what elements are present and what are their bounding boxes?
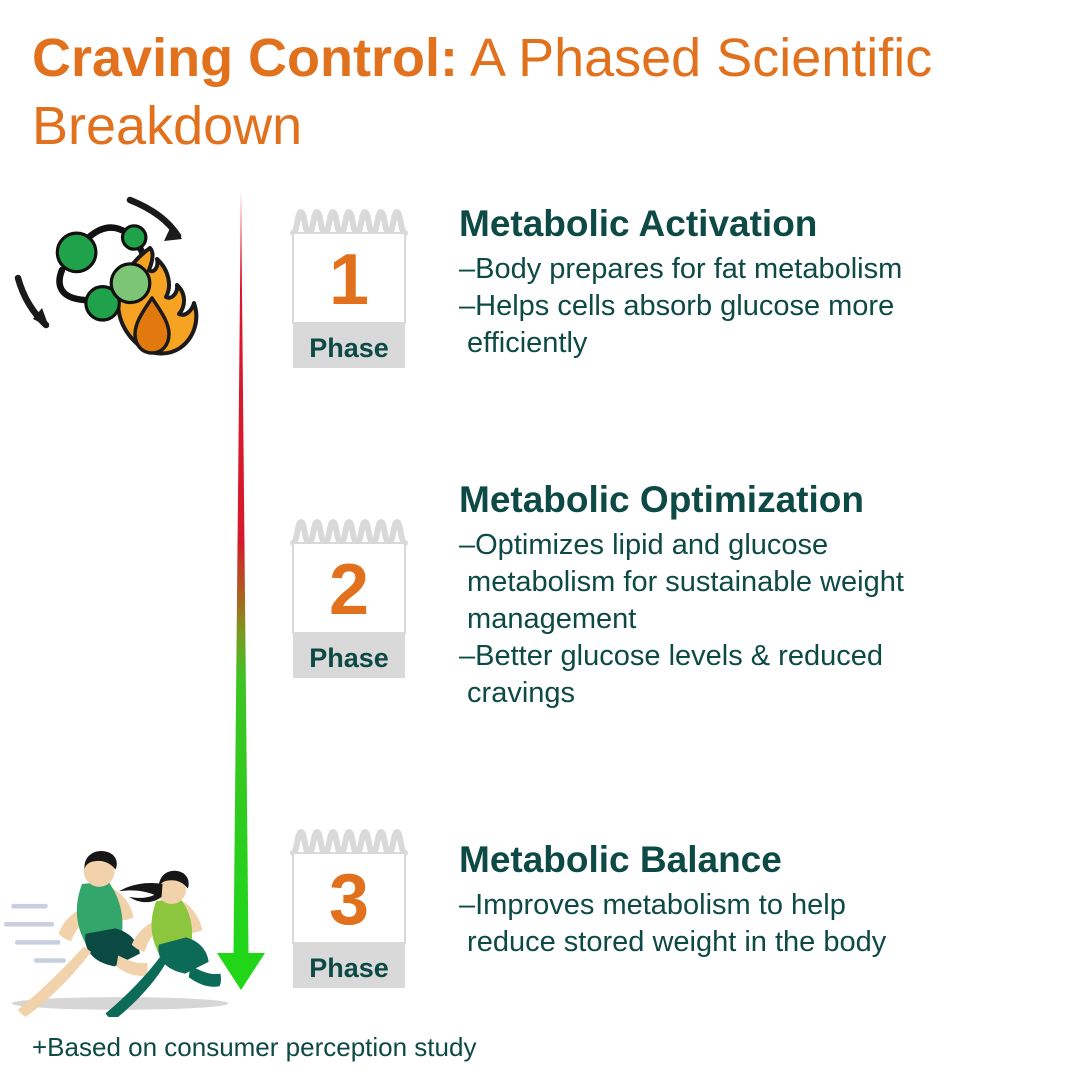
svg-text:Phase: Phase bbox=[309, 953, 389, 983]
svg-text:2: 2 bbox=[329, 550, 369, 630]
svg-text:1: 1 bbox=[329, 240, 369, 320]
svg-text:Phase: Phase bbox=[309, 333, 389, 363]
svg-text:Phase: Phase bbox=[309, 643, 389, 673]
svg-text:3: 3 bbox=[329, 860, 369, 940]
